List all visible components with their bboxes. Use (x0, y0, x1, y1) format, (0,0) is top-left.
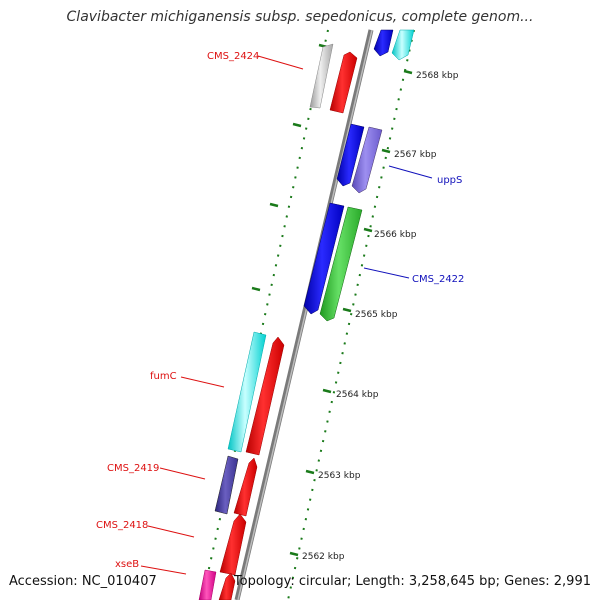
map-title: Clavibacter michiganensis subsp. sepedon… (66, 9, 534, 25)
gene-label-fumc[interactable]: fumC (150, 371, 177, 382)
topology-text: Topology: circular; Length: 3,258,645 bp… (233, 574, 591, 589)
position-label-2567: 2567 kbp (394, 150, 437, 160)
position-label-2563: 2563 kbp (318, 471, 361, 481)
gene-blue-top-arrow[interactable] (373, 29, 394, 57)
gene-label-xseb[interactable]: xseB (115, 559, 139, 570)
position-label-2562: 2562 kbp (302, 552, 345, 562)
position-label-2565: 2565 kbp (355, 310, 398, 320)
gene-label-cms-2424[interactable]: CMS_2424 (207, 51, 259, 62)
major-ticks (251, 43, 413, 557)
gene-label-cms-2418[interactable]: CMS_2418 (96, 520, 148, 531)
gene-blue-1-arrow[interactable] (336, 123, 365, 187)
gene-red-1-arrow[interactable] (329, 51, 358, 114)
gene-cyan-top-arrow[interactable] (391, 29, 415, 61)
genome-backbone (234, 29, 374, 600)
gene-cms-2419-arrow[interactable] (214, 455, 239, 515)
gene-red-2-arrow[interactable] (245, 336, 285, 456)
label-connectors (140, 55, 433, 575)
gene-xseb-arrow[interactable] (198, 569, 217, 600)
position-label-2566: 2566 kbp (374, 230, 417, 240)
gene-cms-2424-arrow[interactable] (309, 43, 334, 109)
gene-label-cms-2419[interactable]: CMS_2419 (107, 463, 159, 474)
gene-fumc-arrow[interactable] (227, 331, 267, 453)
position-label-2568: 2568 kbp (416, 71, 459, 81)
tick-track-right (287, 29, 415, 600)
gene-label-cms-2422[interactable]: CMS_2422 (412, 274, 464, 285)
gene-cms-2418-arrow[interactable] (219, 513, 247, 576)
tick-track-left (201, 29, 329, 600)
gene-red-3-arrow[interactable] (233, 457, 258, 517)
position-label-2564: 2564 kbp (336, 390, 379, 400)
gene-red-4-arrow[interactable] (218, 572, 236, 600)
gene-label-upps[interactable]: uppS (437, 175, 462, 186)
gene-cms-2422-arrow[interactable] (319, 206, 363, 322)
gene-blue-2-arrow[interactable] (303, 202, 345, 315)
genome-backbone-highlight (237, 29, 373, 600)
gene-upps-arrow[interactable] (351, 126, 383, 194)
accession-text: Accession: NC_010407 (9, 574, 157, 589)
